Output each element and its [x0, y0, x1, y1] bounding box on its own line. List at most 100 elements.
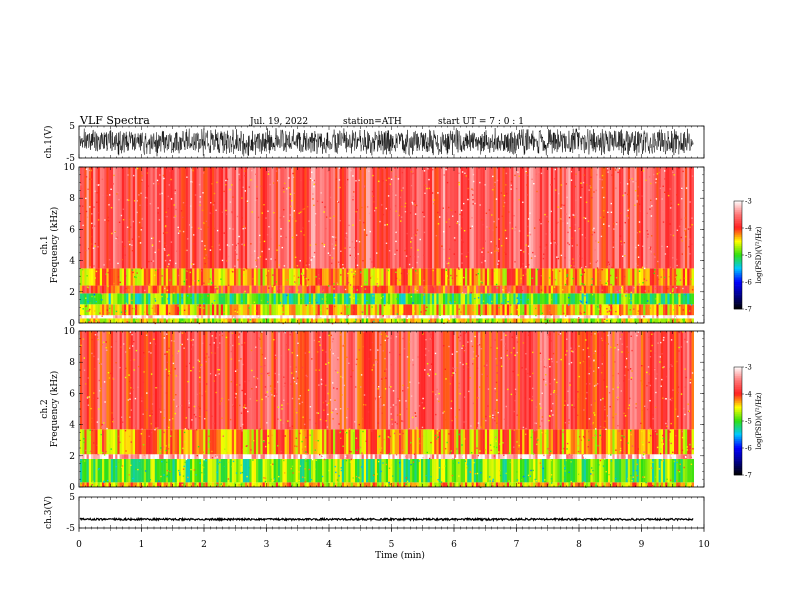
spectrum-cell	[482, 482, 485, 487]
spectrum-cell	[654, 458, 657, 483]
spectrum-cell	[344, 458, 347, 483]
spectrum-cell	[603, 293, 606, 305]
spectrum-speck	[518, 175, 520, 177]
spectrum-cell	[449, 458, 452, 483]
spectrum-speck	[166, 254, 168, 257]
spectrum-speck	[492, 175, 494, 178]
spectrum-cell	[619, 315, 622, 319]
spectrum-cell	[531, 482, 534, 487]
spectrum-cell	[289, 285, 292, 294]
spectrum-speck	[345, 237, 347, 239]
spectrum-cell	[104, 285, 107, 294]
spectrum-speck	[426, 306, 428, 308]
spectrum-speck	[608, 304, 610, 306]
spectrum-speck	[568, 471, 570, 473]
spectrum-speck	[680, 188, 682, 190]
spectrum-cell	[678, 293, 681, 305]
spectrum-cell	[443, 482, 446, 487]
spectrum-cell	[196, 315, 199, 319]
spectrum-cell	[335, 285, 338, 294]
spectrum-cell	[185, 454, 188, 459]
spectrum-speck	[188, 308, 190, 310]
spectrum-cell	[132, 482, 136, 487]
spectrum-cell	[311, 304, 314, 316]
spectrum-cell	[689, 482, 692, 487]
spectrum-cell	[513, 268, 516, 286]
spectrum-cell	[614, 458, 617, 483]
spectrum-speck	[265, 258, 267, 260]
spectrum-cell	[614, 293, 617, 305]
spectrum-speck	[334, 244, 337, 246]
spectrum-cell	[491, 293, 494, 305]
spectrum-cell	[207, 454, 210, 459]
spectrum-cell	[537, 285, 540, 294]
spectrum-speck	[223, 232, 225, 234]
spectrum-cell	[489, 304, 492, 316]
spectrum-speck	[150, 237, 153, 240]
spectrum-speck	[154, 322, 156, 325]
spectrum-cell	[550, 458, 554, 483]
spectrum-cell	[526, 167, 529, 269]
spectrum-cell	[260, 458, 263, 483]
spectrum-cell	[130, 318, 133, 323]
spectrum-speck	[655, 198, 658, 200]
spectrum-cell	[229, 318, 232, 323]
spectrum-speck	[691, 289, 694, 291]
spectrum-cell	[97, 315, 100, 319]
spectrum-cell	[555, 482, 558, 487]
spectrum-cell	[148, 458, 151, 483]
spectrum-speck	[488, 227, 491, 229]
spectrum-speck	[313, 179, 315, 182]
spectrum-cell	[88, 318, 92, 323]
spectrum-cell	[284, 458, 287, 483]
spectrum-speck	[147, 185, 149, 187]
spectrum-speck	[417, 256, 419, 258]
spectrum-cell	[121, 293, 125, 305]
spectrum-speck	[300, 179, 302, 182]
spectrum-speck	[146, 204, 148, 206]
spectrum-speck	[306, 268, 308, 270]
spectrum-cell	[278, 315, 281, 319]
spectrum-speck	[471, 217, 473, 219]
spectrum-speck	[227, 478, 230, 480]
spectrum-speck	[662, 268, 665, 271]
spectrum-cell	[667, 315, 670, 319]
spectrum-cell	[198, 304, 202, 316]
spectrum-speck	[180, 286, 183, 288]
spectrum-cell	[139, 454, 142, 459]
spectrum-speck	[268, 226, 270, 228]
spectrum-cell	[487, 458, 490, 483]
spectrum-cell	[531, 304, 534, 316]
spectrum-speck	[373, 320, 375, 323]
spectrum-speck	[474, 297, 476, 300]
spectrum-speck	[250, 179, 252, 181]
spectrum-cell	[313, 315, 316, 319]
spectrum-cell	[509, 304, 512, 316]
spectrum-speck	[343, 316, 345, 318]
spectrum-cell	[484, 268, 488, 286]
spectrum-speck	[294, 256, 297, 258]
spectrum-cell	[366, 318, 369, 323]
spectrum-speck	[477, 273, 479, 275]
spectrum-cell	[341, 304, 345, 316]
spectrum-speck	[514, 261, 516, 263]
spectrum-speck	[388, 177, 390, 179]
spectrum-cell	[284, 167, 287, 269]
spectrum-speck	[443, 231, 445, 233]
spectrum-cell	[476, 318, 479, 323]
spectrum-cell	[88, 482, 92, 487]
spectrum-cell	[568, 285, 571, 294]
spectrum-speck	[354, 270, 356, 273]
spectrum-cell	[187, 454, 191, 459]
spectrum-speck	[472, 309, 475, 312]
spectrum-speck	[95, 320, 97, 322]
spectrum-speck	[289, 193, 292, 195]
spectrum-cell	[128, 285, 131, 294]
spectrum-cell	[359, 458, 362, 483]
spectrum-speck	[358, 476, 360, 479]
spectrum-cell	[361, 293, 364, 305]
spectrum-speck	[657, 260, 659, 263]
spectrum-cell	[619, 458, 622, 483]
spectrum-speck	[545, 244, 548, 246]
spectrum-cell	[339, 167, 342, 269]
